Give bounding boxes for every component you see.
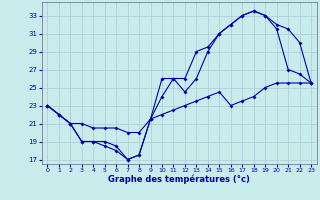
X-axis label: Graphe des températures (°c): Graphe des températures (°c) xyxy=(108,175,250,184)
